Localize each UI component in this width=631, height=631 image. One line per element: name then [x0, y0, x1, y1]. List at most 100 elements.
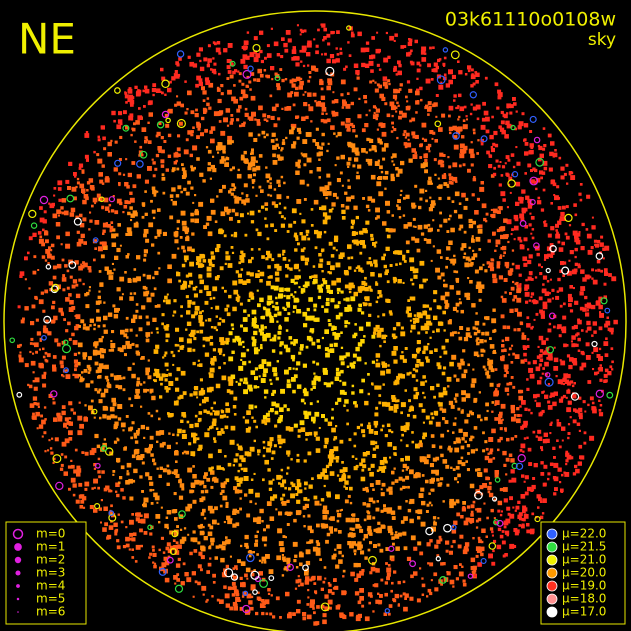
star	[599, 404, 603, 407]
star	[371, 198, 376, 203]
star	[216, 598, 220, 602]
star	[229, 390, 234, 395]
star	[279, 341, 284, 346]
star	[500, 295, 504, 299]
star	[600, 269, 603, 273]
star	[222, 495, 228, 501]
star	[224, 162, 229, 167]
star	[324, 216, 328, 220]
star	[179, 236, 183, 239]
star	[143, 531, 148, 535]
star	[376, 500, 379, 503]
star	[271, 401, 276, 407]
star	[261, 130, 266, 135]
star	[143, 105, 146, 108]
star	[486, 409, 489, 413]
star	[443, 279, 446, 282]
star	[307, 79, 311, 83]
star	[110, 373, 114, 377]
star	[220, 557, 225, 563]
star	[386, 280, 390, 284]
star	[324, 510, 329, 515]
star	[375, 568, 380, 573]
star	[144, 85, 148, 89]
star	[127, 97, 132, 102]
star	[371, 383, 374, 386]
star	[508, 453, 513, 457]
star	[531, 299, 535, 303]
star	[348, 438, 352, 442]
star	[513, 528, 518, 532]
star-field	[9, 23, 618, 626]
star	[555, 229, 558, 232]
star	[473, 351, 479, 357]
star	[359, 570, 364, 576]
star	[78, 238, 84, 244]
star	[122, 429, 125, 432]
star	[298, 286, 301, 289]
star	[373, 420, 379, 426]
star	[126, 185, 130, 189]
star	[302, 311, 308, 317]
star	[391, 114, 394, 118]
star	[504, 291, 507, 294]
star	[377, 315, 380, 318]
star	[97, 196, 103, 202]
star	[356, 563, 361, 568]
star	[404, 136, 407, 139]
star	[425, 479, 429, 484]
star	[159, 430, 165, 435]
star	[505, 518, 511, 524]
star	[240, 324, 243, 328]
star	[272, 615, 276, 619]
star	[144, 179, 149, 184]
star	[399, 110, 403, 115]
star	[220, 428, 224, 432]
star	[430, 259, 433, 262]
star	[454, 126, 459, 131]
star	[189, 261, 194, 267]
star	[498, 125, 502, 129]
star	[191, 248, 195, 253]
star	[160, 136, 164, 140]
star	[483, 217, 487, 222]
star	[451, 525, 455, 528]
star	[327, 589, 333, 594]
star	[376, 469, 380, 472]
star	[303, 29, 307, 33]
star	[434, 348, 438, 352]
star	[269, 445, 272, 448]
star	[172, 363, 175, 366]
star	[232, 508, 238, 514]
star	[527, 202, 532, 206]
star	[222, 541, 227, 546]
star	[255, 194, 258, 197]
star	[234, 198, 240, 204]
star	[394, 33, 398, 37]
star	[194, 305, 200, 311]
star	[238, 365, 244, 371]
star	[530, 295, 533, 298]
star	[194, 386, 199, 391]
star	[475, 312, 478, 315]
star	[226, 312, 231, 317]
star	[303, 247, 306, 250]
star	[391, 430, 394, 434]
star	[475, 327, 479, 331]
star	[564, 472, 570, 477]
star	[524, 142, 529, 146]
star	[179, 394, 184, 399]
star	[339, 469, 344, 473]
star	[174, 517, 178, 521]
star	[257, 209, 261, 213]
star	[287, 454, 290, 457]
star	[63, 318, 66, 321]
star	[74, 175, 77, 178]
star	[440, 433, 445, 438]
star	[108, 275, 114, 280]
star	[538, 497, 542, 502]
star	[483, 502, 486, 505]
star	[346, 161, 351, 166]
star	[376, 181, 382, 187]
star	[366, 510, 369, 513]
